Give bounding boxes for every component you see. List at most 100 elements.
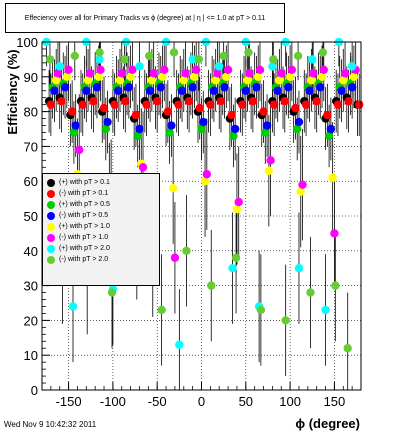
data-point-series-8 — [169, 48, 179, 57]
data-point-series-7 — [268, 62, 277, 71]
legend-marker — [47, 189, 55, 198]
legend-label: (+) with pT > 2.0 — [59, 245, 110, 252]
x-tick-label: 100 — [279, 394, 301, 409]
data-point-series-7 — [215, 62, 224, 71]
data-point-series-6 — [128, 65, 137, 75]
data-point-series-2 — [312, 96, 321, 106]
legend-label: (+) with pT > 1.0 — [59, 223, 110, 230]
x-axis-label: ϕ (degree) — [295, 416, 360, 431]
data-point-series-6 — [340, 69, 350, 78]
data-point-series-4 — [326, 124, 336, 134]
data-point-series-2 — [174, 100, 183, 109]
legend-marker — [47, 178, 55, 187]
y-tick-label: 20 — [24, 313, 38, 328]
data-point-series-8 — [207, 281, 216, 290]
data-point-series-5 — [211, 76, 220, 85]
legend-item: (-) with pT > 0.5 — [47, 210, 159, 221]
data-point-series-4 — [316, 83, 325, 92]
y-tick-label: 80 — [24, 105, 38, 120]
data-point-series-4 — [114, 86, 123, 95]
data-point-series-4 — [177, 86, 187, 95]
y-tick-label: 30 — [24, 279, 38, 294]
legend: (+) with pT > 0.1 (-) with pT > 0.1 (+) wi… — [42, 173, 160, 286]
data-point-series-8 — [281, 316, 290, 325]
data-point-series-2 — [152, 96, 162, 106]
data-point-series-5 — [158, 72, 167, 82]
data-point-series-6 — [191, 65, 201, 75]
data-point-series-3 — [165, 128, 174, 137]
data-point-series-8 — [107, 288, 117, 297]
legend-marker — [47, 200, 55, 209]
data-point-series-6 — [117, 69, 126, 78]
legend-item: (-) with pT > 1.0 — [47, 232, 159, 243]
data-point-series-8 — [331, 281, 340, 290]
legend-label: (+) with pT > 0.1 — [59, 179, 110, 186]
data-point-series-4 — [220, 83, 229, 92]
data-point-series-5 — [126, 72, 135, 82]
data-point-series-5 — [254, 72, 263, 82]
legend-label: (+) with pT > 0.5 — [59, 201, 110, 208]
data-point-series-2 — [163, 107, 173, 116]
data-point-series-7 — [68, 302, 78, 311]
data-point-series-6 — [266, 156, 275, 165]
data-point-series-8 — [293, 51, 303, 61]
data-point-series-8 — [318, 48, 328, 57]
x-tick-label: -150 — [56, 394, 82, 409]
y-axis-label: Efficiency (%) — [5, 49, 20, 134]
x-tick-label: 50 — [239, 394, 253, 409]
y-tick-label: 10 — [24, 348, 38, 363]
data-point-series-8 — [182, 246, 191, 255]
legend-item: (-) with pT > 0.1 — [47, 188, 159, 199]
data-point-series-8 — [157, 305, 166, 315]
data-point-series-6 — [298, 180, 307, 189]
data-point-series-6 — [138, 163, 148, 172]
data-point-series-3 — [69, 128, 79, 137]
y-tick-label: 70 — [24, 139, 38, 154]
data-point-series-2 — [238, 100, 247, 109]
legend-item: (-) with pT > 2.0 — [47, 254, 159, 265]
data-point-series-6 — [96, 65, 105, 75]
data-point-series-8 — [95, 48, 104, 57]
data-point-series-3 — [261, 128, 270, 137]
legend-label: (-) with pT > 0.1 — [59, 190, 109, 197]
data-point-series-2 — [78, 100, 87, 109]
data-point-series-2 — [269, 100, 279, 109]
data-point-series-8 — [70, 51, 79, 61]
data-point-series-6 — [234, 197, 243, 207]
data-point-series-4 — [167, 121, 176, 130]
data-point-series-7 — [55, 62, 64, 71]
data-point-series-5 — [94, 72, 103, 82]
data-point-series-8 — [45, 55, 55, 64]
data-point-series-3 — [229, 131, 238, 141]
data-point-series-5 — [62, 72, 72, 82]
data-point-series-5 — [83, 76, 93, 85]
data-point-series-2 — [131, 110, 141, 120]
data-point-series-6 — [170, 253, 180, 262]
data-point-series-8 — [219, 51, 228, 61]
data-point-series-8 — [231, 253, 241, 262]
data-point-series-6 — [255, 65, 265, 75]
legend-item: (+) with pT > 1.0 — [47, 221, 159, 232]
data-point-series-2 — [46, 100, 56, 109]
data-point-series-6 — [245, 69, 254, 78]
data-point-series-8 — [194, 55, 204, 64]
data-point-series-7 — [95, 55, 104, 64]
data-point-series-4 — [50, 86, 59, 95]
data-point-series-2 — [89, 96, 98, 106]
data-point-series-5 — [275, 76, 284, 85]
data-point-series-7 — [294, 264, 304, 273]
y-tick-label: 100 — [16, 35, 38, 50]
data-point-series-2 — [323, 110, 332, 120]
data-point-series-3 — [324, 131, 334, 141]
legend-item: (+) with pT > 0.5 — [47, 199, 159, 210]
data-point-series-6 — [287, 65, 297, 75]
data-point-series-4 — [135, 124, 144, 134]
data-point-series-4 — [156, 83, 165, 92]
legend-label: (-) with pT > 0.5 — [59, 212, 109, 219]
data-point-series-5 — [168, 183, 178, 193]
data-point-series-2 — [248, 96, 258, 106]
data-point-series-7 — [347, 62, 357, 71]
data-point-series-2 — [67, 107, 77, 116]
data-point-series-5 — [328, 173, 337, 182]
data-point-series-4 — [347, 83, 357, 92]
